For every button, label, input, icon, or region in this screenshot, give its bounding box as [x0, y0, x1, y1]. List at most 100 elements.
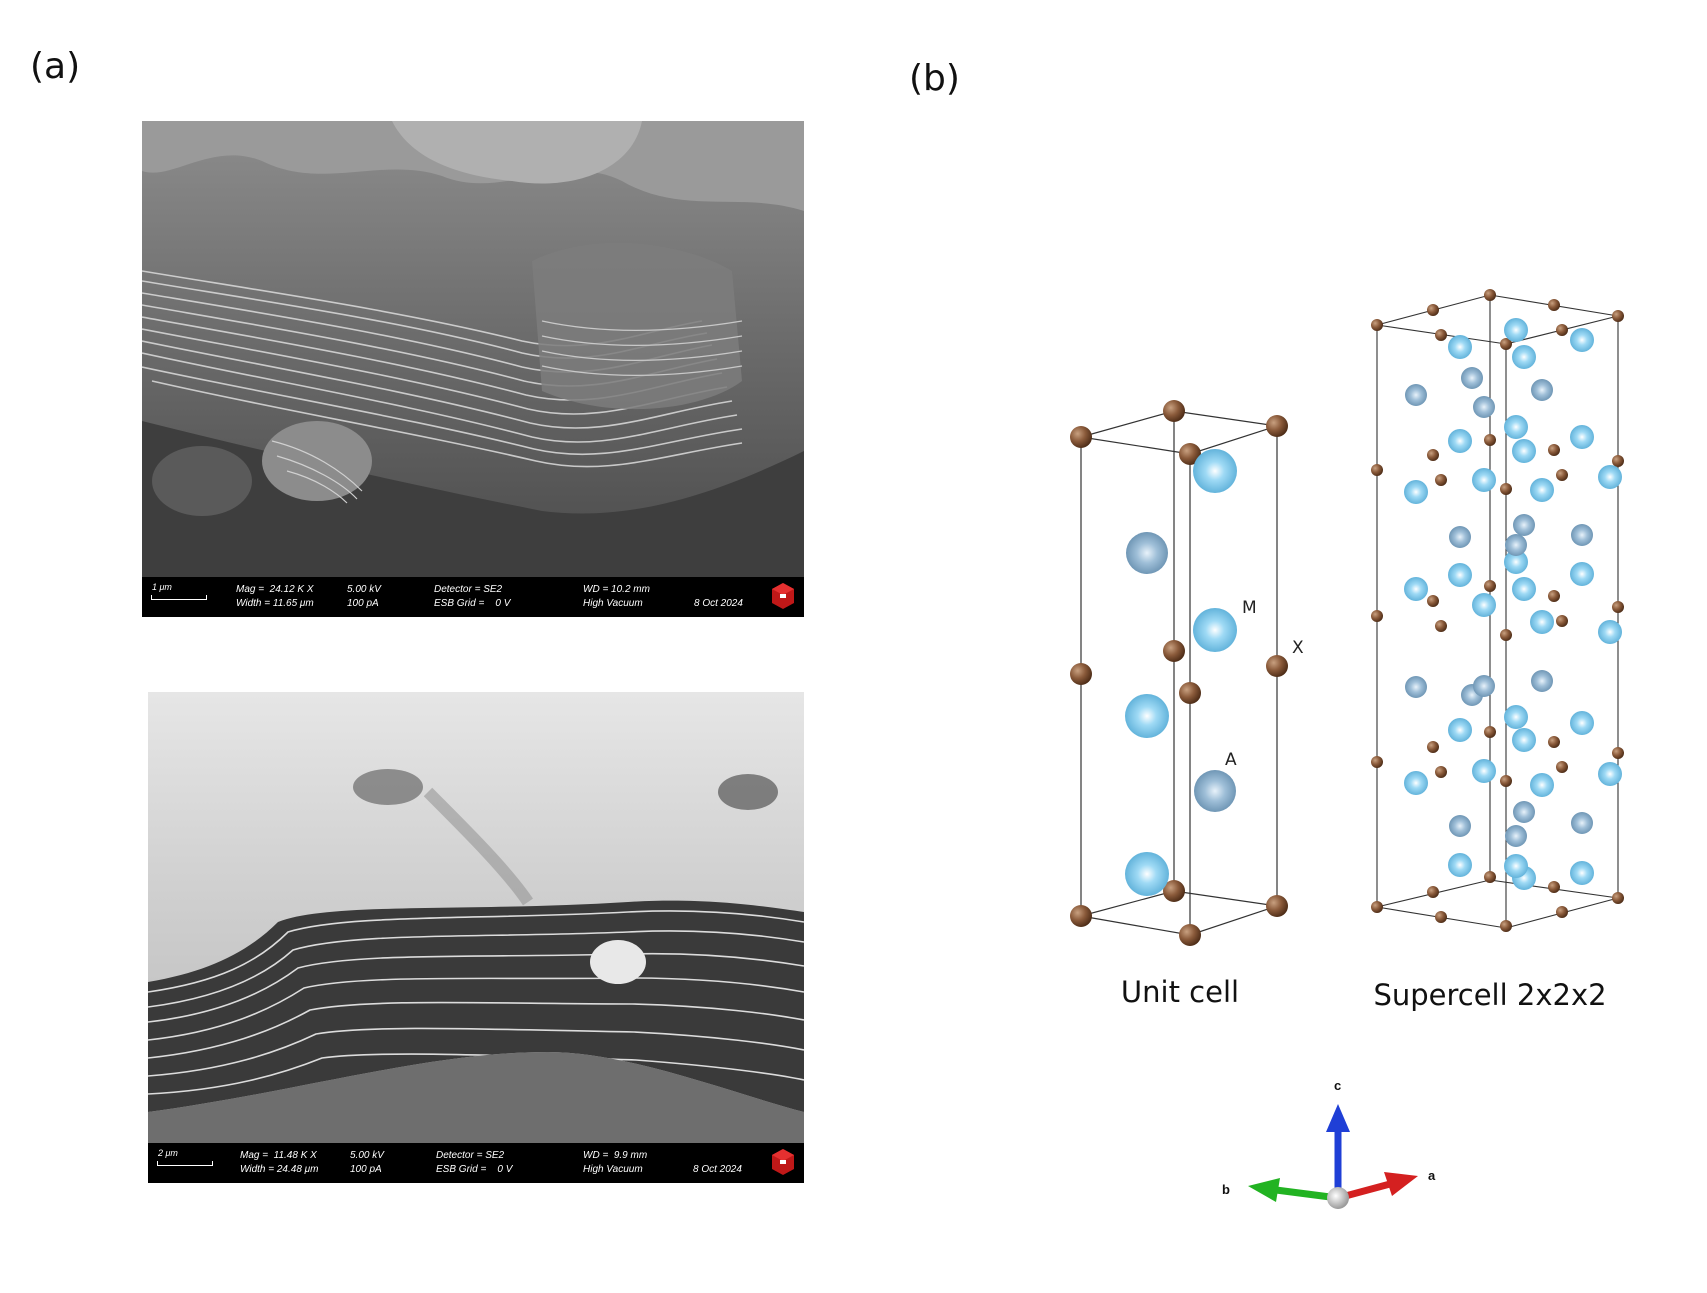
wd-value: WD = 9.9 mm — [583, 1150, 648, 1161]
x-atom — [1435, 766, 1447, 778]
sem-micrograph-bottom: 2 μm Mag = 11.48 K X Width = 24.48 μm 5.… — [148, 692, 804, 1183]
m-atom — [1448, 563, 1472, 587]
mag-value: Mag = 11.48 K X — [240, 1150, 317, 1161]
scale-bar — [157, 1161, 213, 1166]
x-atom — [1500, 338, 1512, 350]
m-atom — [1570, 861, 1594, 885]
m-atom — [1570, 328, 1594, 352]
x-atom — [1484, 726, 1496, 738]
scale-bar — [151, 595, 207, 600]
site-label-a: A — [1225, 750, 1237, 770]
vacuum-value: High Vacuum — [583, 598, 643, 609]
m-atom — [1504, 705, 1528, 729]
axis-b-arrow — [1248, 1178, 1339, 1202]
supercell — [1371, 289, 1624, 932]
zeiss-logo-icon — [772, 583, 794, 609]
site-label-x: X — [1292, 638, 1304, 658]
x-atom — [1179, 443, 1201, 465]
x-atom — [1070, 905, 1092, 927]
sem-info-bar-bottom: 2 μm Mag = 11.48 K X Width = 24.48 μm 5.… — [148, 1143, 804, 1183]
m-atom — [1598, 762, 1622, 786]
x-atom — [1484, 871, 1496, 883]
x-atom — [1371, 901, 1383, 913]
x-atom — [1070, 426, 1092, 448]
panel-label-b: (b) — [909, 58, 960, 99]
x-atom — [1612, 747, 1624, 759]
date-value: 8 Oct 2024 — [693, 1164, 742, 1175]
voltage-value: 5.00 kV — [350, 1150, 384, 1161]
a-atom — [1571, 812, 1593, 834]
x-atom — [1163, 640, 1185, 662]
axis-c-arrow — [1326, 1104, 1350, 1198]
scale-bar-label: 1 μm — [152, 582, 172, 592]
x-atom — [1435, 620, 1447, 632]
m-atom — [1598, 620, 1622, 644]
mag-value: Mag = 24.12 K X — [236, 584, 314, 595]
x-atom — [1427, 595, 1439, 607]
x-atom — [1500, 920, 1512, 932]
m-atom — [1598, 465, 1622, 489]
sem-micrograph-top: 1 μm Mag = 24.12 K X Width = 11.65 μm 5.… — [142, 121, 804, 617]
width-value: Width = 24.48 μm — [240, 1164, 319, 1175]
scale-bar-label: 2 μm — [158, 1148, 178, 1158]
m-atom — [1125, 852, 1169, 896]
m-atom — [1448, 335, 1472, 359]
m-atom — [1504, 550, 1528, 574]
x-atom — [1548, 590, 1560, 602]
a-atom — [1405, 676, 1427, 698]
detector-value: Detector = SE2 — [434, 584, 503, 595]
m-atom — [1472, 593, 1496, 617]
x-atom — [1427, 304, 1439, 316]
detector-value: Detector = SE2 — [436, 1150, 505, 1161]
x-atom — [1612, 310, 1624, 322]
m-atom — [1504, 854, 1528, 878]
unit-cell-frame — [1080, 410, 1278, 936]
m-atom — [1570, 425, 1594, 449]
a-atom — [1473, 396, 1495, 418]
x-atom — [1427, 449, 1439, 461]
a-atom — [1473, 675, 1495, 697]
wd-value: WD = 10.2 mm — [583, 584, 650, 595]
zeiss-logo-icon — [772, 1149, 794, 1175]
m-atom — [1125, 694, 1169, 738]
a-atom — [1449, 526, 1471, 548]
m-atom — [1504, 415, 1528, 439]
m-atom — [1472, 468, 1496, 492]
a-atom — [1531, 379, 1553, 401]
a-atom — [1513, 514, 1535, 536]
x-atom — [1612, 892, 1624, 904]
x-atom — [1500, 483, 1512, 495]
m-atom — [1404, 480, 1428, 504]
x-atom — [1556, 324, 1568, 336]
current-value: 100 pA — [350, 1164, 382, 1175]
a-atom — [1571, 524, 1593, 546]
current-value: 100 pA — [347, 598, 379, 609]
unit-cell-caption: Unit cell — [1120, 975, 1240, 1009]
a-atom — [1126, 532, 1168, 574]
m-atom — [1404, 577, 1428, 601]
x-atom — [1556, 761, 1568, 773]
m-atom — [1570, 711, 1594, 735]
layered-crystal-micrograph-top — [142, 121, 804, 577]
m-atom — [1512, 345, 1536, 369]
m-atom — [1448, 718, 1472, 742]
x-atom — [1371, 756, 1383, 768]
x-atom — [1556, 615, 1568, 627]
esb-grid-value: ESB Grid = 0 V — [434, 598, 511, 609]
x-atom — [1371, 464, 1383, 476]
a-atom — [1505, 825, 1527, 847]
x-atom — [1070, 663, 1092, 685]
x-atom — [1548, 881, 1560, 893]
m-atom — [1448, 429, 1472, 453]
a-atom — [1461, 367, 1483, 389]
site-label-m: M — [1242, 598, 1257, 618]
x-atom — [1500, 629, 1512, 641]
m-atom — [1530, 478, 1554, 502]
x-atom — [1556, 469, 1568, 481]
x-atom — [1548, 444, 1560, 456]
x-atom — [1612, 601, 1624, 613]
x-atom — [1179, 924, 1201, 946]
axes-indicator: c b a — [1222, 1078, 1436, 1209]
m-atom — [1404, 771, 1428, 795]
esb-grid-value: ESB Grid = 0 V — [436, 1164, 513, 1175]
